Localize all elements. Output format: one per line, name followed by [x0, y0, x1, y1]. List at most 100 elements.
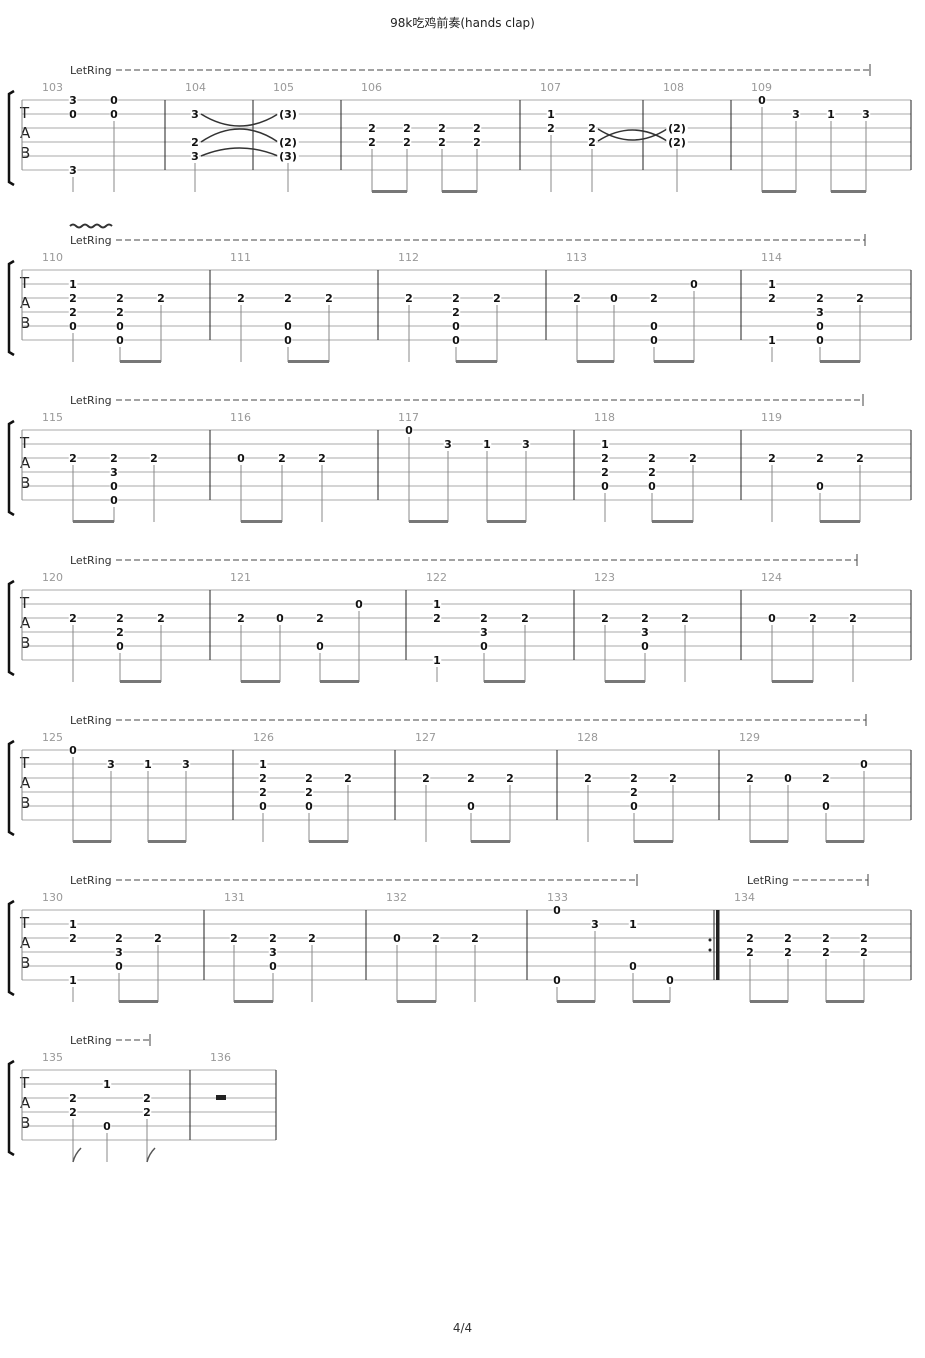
fret-number: 2 — [115, 932, 123, 945]
fret-background — [149, 452, 159, 464]
fret-background — [109, 466, 119, 478]
fret-background — [156, 612, 166, 624]
fret-background — [68, 164, 78, 176]
fret-background — [236, 452, 246, 464]
fret-background — [109, 108, 119, 120]
measure-number: 121 — [230, 571, 251, 584]
fret-number: 0 — [630, 800, 638, 813]
fret-number: (3) — [279, 108, 297, 121]
fret-background — [600, 452, 610, 464]
fret-background — [432, 654, 442, 666]
fret-background — [115, 292, 125, 304]
fret-number: 0 — [666, 974, 674, 987]
fret-background — [767, 334, 777, 346]
fret-background — [307, 932, 317, 944]
fret-number: 2 — [480, 612, 488, 625]
beam — [826, 840, 864, 843]
fret-number: 3 — [641, 626, 649, 639]
fret-background — [315, 612, 325, 624]
fret-number: 0 — [355, 598, 363, 611]
fret-number: 0 — [316, 640, 324, 653]
fret-number: 2 — [344, 772, 352, 785]
beam — [577, 360, 614, 363]
fret-background — [115, 306, 125, 318]
tab-clef-letter: B — [20, 314, 30, 332]
repeat-dot — [708, 938, 712, 942]
fret-background — [324, 292, 334, 304]
fret-number: 0 — [69, 744, 77, 757]
fret-number: 2 — [860, 946, 868, 959]
fret-number: 3 — [115, 946, 123, 959]
fret-background — [647, 452, 657, 464]
beam — [831, 190, 866, 193]
fret-number: 0 — [768, 612, 776, 625]
fret-number: 0 — [553, 974, 561, 987]
fret-background — [283, 334, 293, 346]
fret-background — [68, 744, 78, 756]
fret-number: 0 — [116, 320, 124, 333]
let-ring-label: LetRing — [70, 714, 112, 727]
fret-background — [109, 452, 119, 464]
fret-background — [479, 612, 489, 624]
fret-background — [861, 108, 871, 120]
fret-number: 2 — [150, 452, 158, 465]
measure-number: 130 — [42, 891, 63, 904]
fret-background — [821, 772, 831, 784]
system-bracket — [7, 419, 15, 517]
fret-background — [546, 108, 556, 120]
fret-number: 2 — [308, 932, 316, 945]
fret-number: 0 — [690, 278, 698, 291]
tab-clef-letter: B — [20, 144, 30, 162]
measure-number: 128 — [577, 731, 598, 744]
fret-number: 2 — [230, 932, 238, 945]
fret-number: 2 — [452, 306, 460, 319]
fret-number: 2 — [473, 136, 481, 149]
fret-background — [666, 122, 688, 134]
fret-number: 2 — [368, 136, 376, 149]
fret-number: 0 — [259, 800, 267, 813]
fret-background — [317, 452, 327, 464]
fret-background — [767, 452, 777, 464]
fret-number: 2 — [116, 306, 124, 319]
fret-number: 0 — [305, 800, 313, 813]
fret-background — [102, 1120, 112, 1132]
fret-number: 0 — [69, 320, 77, 333]
fret-background — [470, 932, 480, 944]
tie-arc — [200, 128, 279, 143]
fret-number: 0 — [393, 932, 401, 945]
measure-number: 104 — [185, 81, 206, 94]
fret-number: 1 — [827, 108, 835, 121]
measure-number: 134 — [734, 891, 755, 904]
fret-number: 2 — [630, 772, 638, 785]
fret-background — [277, 108, 299, 120]
fret-background — [757, 94, 767, 106]
fret-number: 2 — [69, 452, 77, 465]
fret-number: (2) — [668, 122, 686, 135]
fret-background — [680, 612, 690, 624]
whole-rest — [216, 1095, 226, 1100]
fret-background — [68, 452, 78, 464]
fret-background — [815, 306, 825, 318]
beam — [372, 190, 407, 193]
fret-number: 0 — [860, 758, 868, 771]
measure-number: 110 — [42, 251, 63, 264]
fret-number: 0 — [784, 772, 792, 785]
fret-background — [859, 758, 869, 770]
fret-background — [277, 136, 299, 148]
measure-number: 125 — [42, 731, 63, 744]
fret-number: 3 — [69, 164, 77, 177]
beam — [119, 1000, 158, 1003]
fret-number: 2 — [316, 612, 324, 625]
fret-background — [855, 452, 865, 464]
fret-number: 1 — [433, 654, 441, 667]
fret-number: 1 — [103, 1078, 111, 1091]
fret-background — [815, 452, 825, 464]
system-bracket — [7, 89, 15, 187]
fret-number: 2 — [143, 1092, 151, 1105]
fret-background — [783, 772, 793, 784]
fret-background — [855, 292, 865, 304]
fret-number: 2 — [305, 786, 313, 799]
fret-background — [546, 122, 556, 134]
measure-number: 126 — [253, 731, 274, 744]
fret-number: 2 — [860, 932, 868, 945]
